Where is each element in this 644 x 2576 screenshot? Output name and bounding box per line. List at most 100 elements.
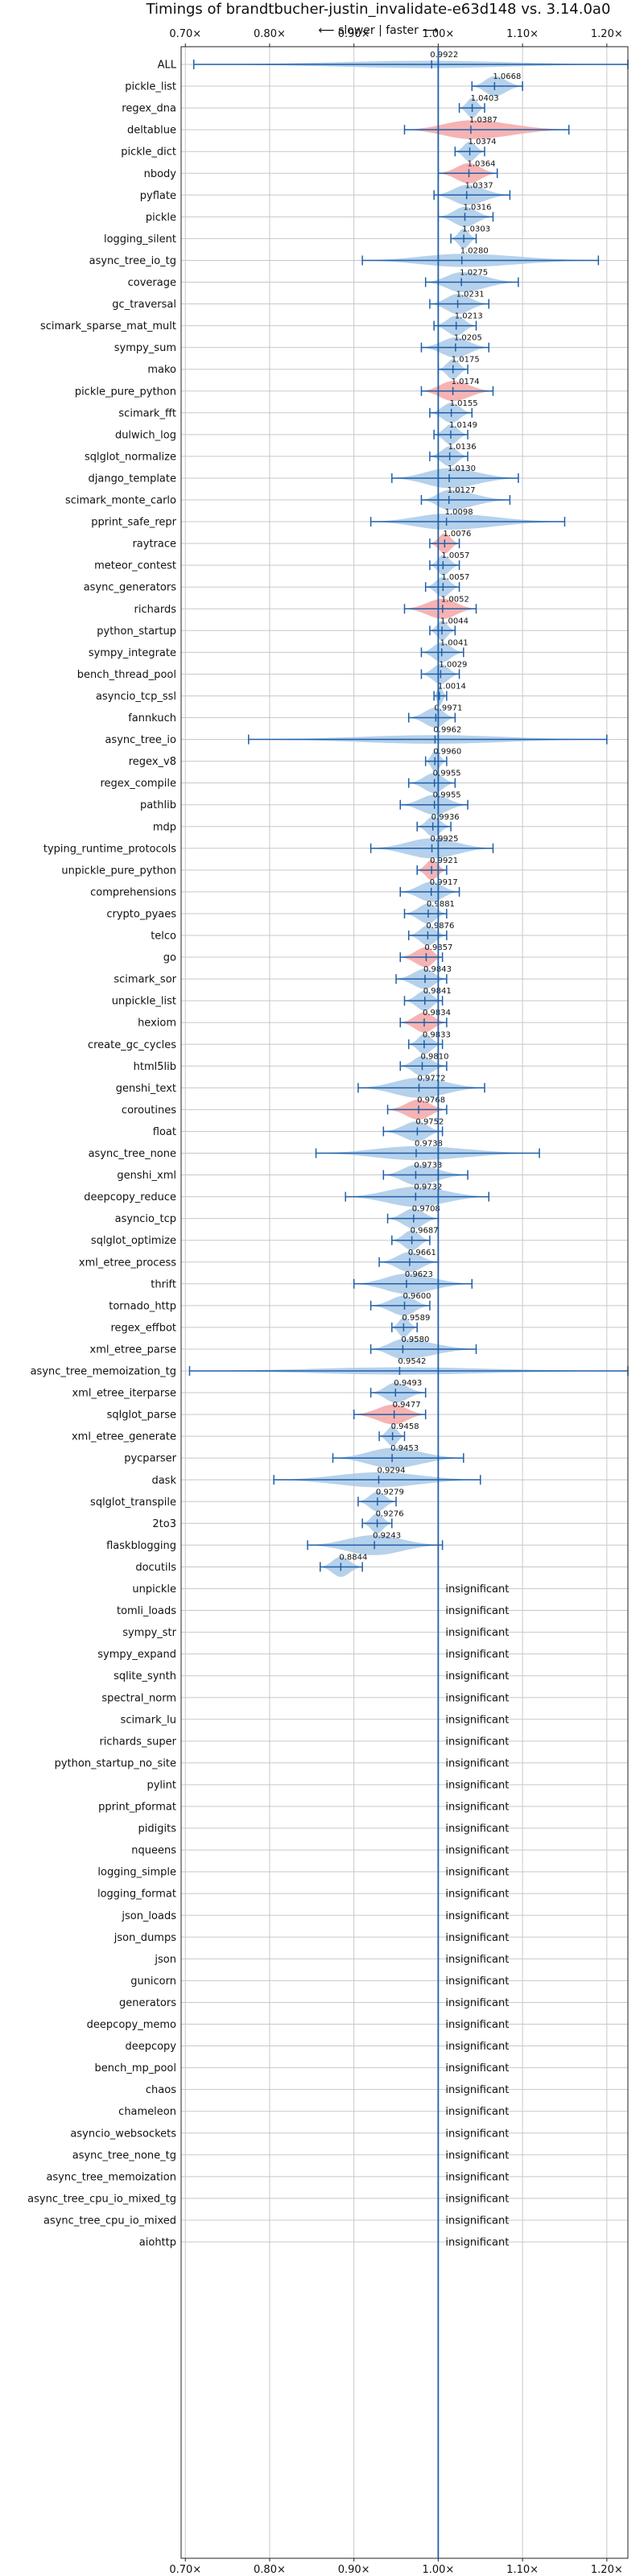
- value-label: 0.9477: [393, 1401, 421, 1410]
- insignificant-label: insignificant: [445, 1627, 509, 1639]
- benchmark-label: dulwich_log: [115, 429, 176, 441]
- value-label: 1.0057: [441, 551, 469, 560]
- insignificant-label: insignificant: [445, 1605, 509, 1617]
- benchmark-label: bench_mp_pool: [94, 2062, 176, 2074]
- benchmark-label: sqlglot_normalize: [85, 451, 176, 463]
- value-label: 0.9580: [401, 1335, 429, 1344]
- value-label: 0.9708: [412, 1205, 440, 1214]
- value-label: 0.9772: [418, 1074, 446, 1083]
- benchmark-label: 2to3: [152, 1518, 176, 1530]
- value-label: 1.0174: [452, 378, 480, 386]
- value-label: 1.0127: [448, 486, 476, 495]
- value-label: 1.0387: [469, 116, 497, 125]
- benchmark-label: genshi_text: [116, 1083, 176, 1095]
- benchmark-label: typing_runtime_protocols: [43, 843, 176, 855]
- benchmark-label: genshi_xml: [117, 1170, 176, 1182]
- value-label: 0.9833: [423, 1030, 451, 1039]
- value-label: 1.0403: [471, 94, 499, 103]
- benchmark-label: sqlite_synth: [114, 1670, 176, 1682]
- benchmark-label: nqueens: [131, 1845, 176, 1857]
- value-label: 1.0364: [468, 159, 496, 168]
- benchmark-label: pathlib: [140, 799, 176, 811]
- value-label: 0.9843: [423, 965, 452, 974]
- value-label: 1.0231: [456, 291, 485, 299]
- value-label: 0.9752: [415, 1117, 444, 1126]
- benchmark-label: pickle: [146, 212, 176, 224]
- benchmark-label: deepcopy_memo: [87, 2019, 176, 2031]
- benchmark-label: async_tree_none_tg: [72, 2149, 176, 2161]
- insignificant-label: insignificant: [445, 2106, 509, 2118]
- chart-subtitle: ⟵ slower | faster ⟶: [319, 24, 439, 37]
- benchmark-label: deltablue: [127, 125, 176, 137]
- value-label: 0.9917: [430, 878, 458, 887]
- value-label: 0.9276: [376, 1509, 404, 1518]
- value-label: 1.0337: [465, 181, 493, 190]
- benchmark-label: hexiom: [138, 1018, 176, 1030]
- benchmark-label: aiohttp: [139, 2237, 176, 2249]
- benchmark-label: raytrace: [132, 539, 176, 551]
- value-label: 1.0041: [440, 638, 469, 647]
- benchmark-label: pidigits: [138, 1823, 177, 1835]
- insignificant-label: insignificant: [445, 1583, 509, 1596]
- benchmark-label: logging_silent: [104, 233, 176, 246]
- value-label: 0.9589: [402, 1314, 430, 1323]
- benchmark-label: async_tree_none: [89, 1148, 176, 1160]
- benchmark-label: regex_v8: [129, 756, 176, 768]
- insignificant-label: insignificant: [445, 1845, 509, 1857]
- value-label: 0.9971: [434, 704, 462, 713]
- benchmark-label: xml_etree_parse: [90, 1344, 176, 1356]
- benchmark-label: asyncio_websockets: [70, 2128, 176, 2140]
- benchmark-label: sympy_integrate: [89, 647, 176, 659]
- x-tick-label-bottom: 1.10×: [506, 2564, 539, 2576]
- insignificant-label: insignificant: [445, 1692, 509, 1704]
- benchmark-label: bench_thread_pool: [77, 669, 176, 681]
- value-label: 0.9732: [414, 1183, 442, 1192]
- benchmark-label: unpickle_pure_python: [61, 865, 176, 877]
- insignificant-label: insignificant: [445, 2019, 509, 2031]
- chart-title: Timings of brandtbucher-justin_invalidat…: [146, 1, 611, 18]
- benchmark-label: asyncio_tcp_ssl: [96, 691, 176, 703]
- value-label: 1.0044: [440, 617, 469, 625]
- benchmark-label: asyncio_tcp: [115, 1213, 176, 1225]
- value-label: 1.0303: [462, 225, 490, 233]
- x-tick-label-bottom: 1.00×: [422, 2564, 454, 2576]
- value-label: 0.9810: [420, 1052, 448, 1061]
- value-label: 0.9921: [430, 857, 458, 865]
- benchmark-label: json: [154, 1954, 176, 1966]
- value-label: 0.9960: [433, 748, 461, 757]
- benchmark-label: async_tree_cpu_io_mixed: [43, 2215, 176, 2227]
- benchmark-label: async_tree_memoization_tg: [31, 1366, 176, 1378]
- value-label: 0.9881: [427, 900, 455, 909]
- value-label: 0.9661: [408, 1249, 436, 1257]
- value-label: 0.9243: [373, 1531, 401, 1540]
- violins: [188, 60, 629, 1577]
- x-tick-label-bottom: 0.90×: [338, 2564, 370, 2576]
- benchmark-label: unpickle: [132, 1583, 176, 1596]
- benchmark-label: pylint: [147, 1779, 176, 1791]
- plot-frame: [180, 46, 629, 2559]
- insignificant-label: insignificant: [445, 1736, 509, 1748]
- benchmark-label: deepcopy: [125, 2041, 176, 2053]
- insignificant-label: insignificant: [445, 1714, 509, 1726]
- benchmark-label: pickle_list: [125, 81, 176, 93]
- value-label: 0.9453: [390, 1444, 419, 1453]
- benchmark-label: fannkuch: [128, 712, 176, 724]
- benchmark-label: scimark_monte_carlo: [65, 495, 176, 507]
- value-label: 1.0280: [460, 246, 489, 255]
- x-tick-label-top: 0.90×: [338, 28, 370, 40]
- value-label: 0.9687: [411, 1227, 439, 1236]
- value-label: 1.0014: [438, 682, 466, 691]
- benchmark-label: pycparser: [124, 1453, 176, 1465]
- benchmark-label: sympy_expand: [97, 1649, 176, 1661]
- benchmark-label: tornado_http: [109, 1300, 176, 1312]
- benchmark-label: comprehensions: [90, 886, 176, 898]
- benchmark-label: sqlglot_parse: [107, 1410, 176, 1422]
- benchmark-label: json_loads: [121, 1910, 176, 1922]
- benchmark-label: async_tree_io_tg: [89, 255, 176, 267]
- benchmark-label: scimark_sor: [114, 974, 176, 986]
- benchmark-label: ALL: [158, 60, 177, 72]
- benchmark-label: meteor_contest: [94, 560, 176, 572]
- benchmark-label: python_startup_no_site: [55, 1757, 176, 1769]
- value-label: 1.0029: [439, 660, 467, 669]
